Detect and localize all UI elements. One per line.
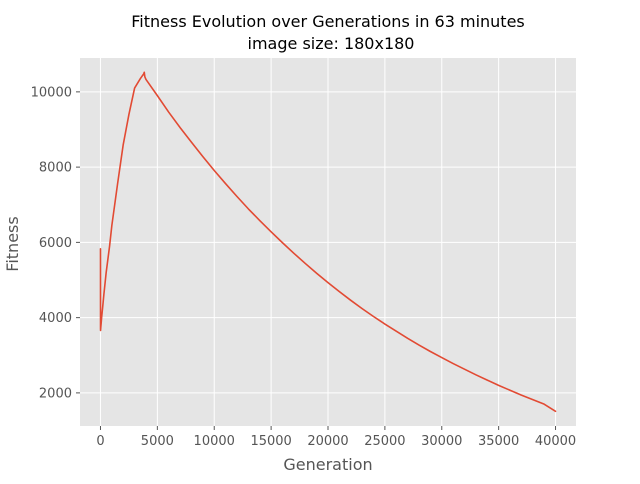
x-tick-label: 40000 bbox=[535, 434, 576, 449]
y-axis-ticks: 2000 4000 6000 8000 10000 bbox=[31, 85, 80, 401]
y-tick-label: 10000 bbox=[31, 85, 72, 100]
x-axis-ticks: 0 5000 10000 15000 20000 25000 30000 35000 40000 bbox=[96, 426, 576, 449]
y-tick-label: 4000 bbox=[39, 311, 72, 326]
x-tick-label: 20000 bbox=[307, 434, 348, 449]
x-tick-label: 25000 bbox=[364, 434, 405, 449]
x-tick-label: 5000 bbox=[141, 434, 174, 449]
series-layer bbox=[99, 71, 557, 413]
x-tick-label: 15000 bbox=[250, 434, 291, 449]
x-tick-label: 35000 bbox=[478, 434, 519, 449]
chart-subtitle: image size: 180x180 bbox=[248, 34, 415, 53]
y-tick-label: 6000 bbox=[39, 236, 72, 251]
x-axis-label: Generation bbox=[283, 455, 372, 474]
x-tick-label: 30000 bbox=[421, 434, 462, 449]
y-gridlines bbox=[80, 91, 576, 394]
y-tick-label: 2000 bbox=[39, 386, 72, 401]
y-tick-label: 8000 bbox=[39, 161, 72, 176]
y-axis-label: Fitness bbox=[3, 216, 22, 271]
chart-title: Fitness Evolution over Generations in 63… bbox=[131, 12, 525, 31]
x-tick-label: 10000 bbox=[194, 434, 235, 449]
x-tick-label: 0 bbox=[96, 434, 104, 449]
fitness-line bbox=[99, 71, 557, 413]
